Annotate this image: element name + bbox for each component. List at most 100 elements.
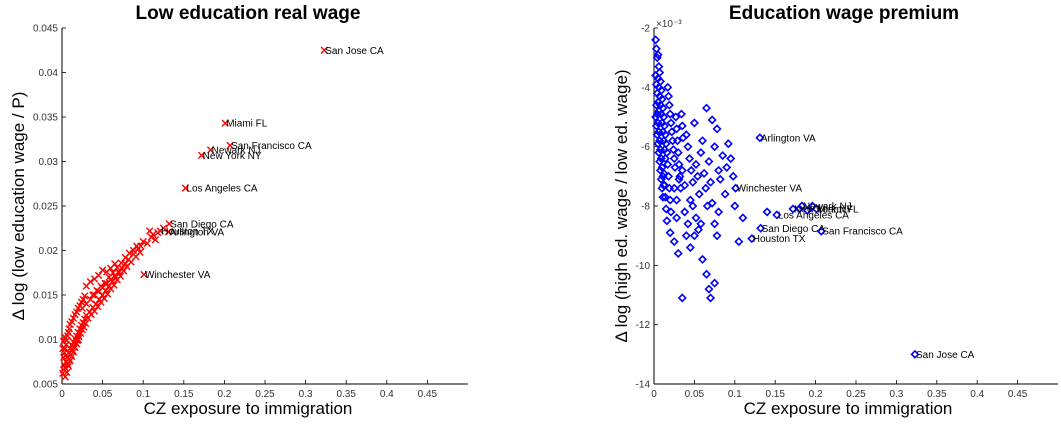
point-stroke — [115, 268, 123, 276]
left-data-point — [68, 352, 76, 361]
point-stroke — [146, 227, 154, 235]
right-data-point — [685, 243, 695, 253]
left-city-label: Arlington VA — [169, 227, 224, 238]
left-x-tick-label: 0.1 — [136, 389, 150, 400]
right-data-point — [688, 201, 698, 211]
left-data-point — [110, 281, 118, 289]
right-x-tick-label: 0.4 — [970, 389, 984, 400]
left-city-label: Houston TX — [161, 226, 214, 237]
right-data-point — [681, 231, 691, 241]
left-x-axis-label: CZ exposure to immigration — [144, 399, 353, 418]
point-stroke — [117, 259, 125, 267]
point-stroke — [81, 292, 89, 300]
right-data-point — [666, 207, 676, 217]
right-data-point — [685, 154, 695, 164]
left-data-point — [86, 277, 95, 286]
left-data-point — [156, 227, 164, 235]
right-data-point — [657, 162, 667, 172]
right-data-point — [696, 148, 706, 158]
right-data-point — [654, 82, 664, 92]
right-data-point — [689, 118, 699, 128]
left-y-ticks: 0.005 0.01 0.015 0.02 0.025 0.03 0.035 0.04 0.04… — [33, 24, 66, 391]
point-stroke — [81, 319, 90, 328]
right-data-point — [720, 189, 730, 199]
right-data-point — [665, 109, 675, 119]
right-y-tick-label: -12 — [636, 320, 651, 331]
right-data-point — [651, 35, 661, 45]
point-stroke — [94, 302, 102, 311]
left-data-point — [101, 279, 109, 288]
left-x-tick-label: 0.25 — [255, 389, 275, 400]
right-data-point — [772, 210, 782, 220]
point-stroke — [59, 337, 68, 345]
right-data-point — [674, 159, 684, 169]
right-data-point — [672, 124, 682, 134]
right-data-point — [693, 225, 703, 235]
right-y-tick-label: -2 — [641, 24, 650, 35]
left-city-label: Los Angeles CA — [186, 184, 257, 195]
right-x-tick-label: 0.3 — [889, 389, 903, 400]
left-data-point — [165, 220, 173, 228]
right-data-point — [685, 195, 695, 205]
left-data-point — [129, 246, 138, 255]
left-data-point — [115, 268, 123, 276]
right-data-point — [671, 112, 681, 122]
right-data-point — [755, 133, 765, 143]
left-city-label: Miami FL — [226, 119, 268, 130]
left-city-label: San Francisco CA — [231, 141, 312, 152]
point-stroke — [111, 260, 119, 268]
left-data-point — [206, 146, 215, 154]
point-stroke — [61, 373, 69, 381]
right-city-label: San Francisco CA — [822, 227, 903, 238]
left-x-tick-label: 0.15 — [174, 389, 194, 400]
left-x-tick-label: 0.3 — [299, 389, 313, 400]
right-data-point — [663, 159, 673, 169]
right-city-label: San Jose CA — [916, 350, 975, 361]
right-city-label: Arlington VA — [761, 133, 816, 144]
right-data-point — [730, 201, 740, 211]
left-y-tick-label: 0.005 — [33, 380, 58, 391]
point-stroke — [156, 227, 164, 235]
right-data-point — [691, 213, 701, 223]
right-chart-title: Education wage premium — [729, 3, 959, 24]
point-stroke — [120, 267, 128, 275]
right-data-point — [655, 145, 665, 155]
left-y-tick-label: 0.045 — [33, 24, 58, 35]
right-x-tick-label: 0.05 — [685, 389, 705, 400]
point-stroke — [98, 266, 107, 274]
point-stroke — [121, 260, 130, 268]
right-data-point — [673, 148, 683, 158]
left-x-tick-label: 0.4 — [380, 389, 394, 400]
left-data-point — [61, 373, 69, 381]
right-data-point — [652, 109, 662, 119]
left-y-tick-label: 0.015 — [33, 291, 58, 302]
right-data-point — [701, 103, 712, 113]
right-data-point — [726, 154, 736, 164]
left-y-tick-label: 0.02 — [39, 246, 59, 257]
left-data-point — [140, 270, 148, 279]
left-city-label: Newark NJ — [212, 145, 261, 156]
left-y-tick-label: 0.025 — [33, 202, 58, 213]
right-chart: Education wage premium ×10⁻³ -2 -4 -6 -8 -10… — [612, 3, 1058, 418]
left-data-point — [103, 290, 112, 298]
left-y-tick-label: 0.01 — [39, 335, 59, 346]
right-data-point — [664, 91, 674, 101]
right-data-point — [802, 205, 813, 215]
left-data-point — [197, 151, 206, 159]
left-data-point — [181, 184, 190, 192]
point-stroke — [226, 141, 234, 150]
right-data-point — [683, 219, 693, 229]
right-data-point — [673, 248, 683, 258]
left-city-label: New York NY — [203, 151, 262, 162]
right-data-point — [696, 219, 706, 229]
right-data-point — [694, 189, 704, 199]
point-stroke — [143, 239, 151, 248]
left-data-point — [149, 230, 157, 239]
left-y-tick-label: 0.03 — [39, 157, 59, 168]
point-stroke — [139, 237, 147, 246]
left-data-points — [59, 46, 328, 381]
point-stroke — [125, 249, 134, 257]
left-data-point — [60, 333, 69, 341]
point-stroke — [133, 242, 141, 250]
